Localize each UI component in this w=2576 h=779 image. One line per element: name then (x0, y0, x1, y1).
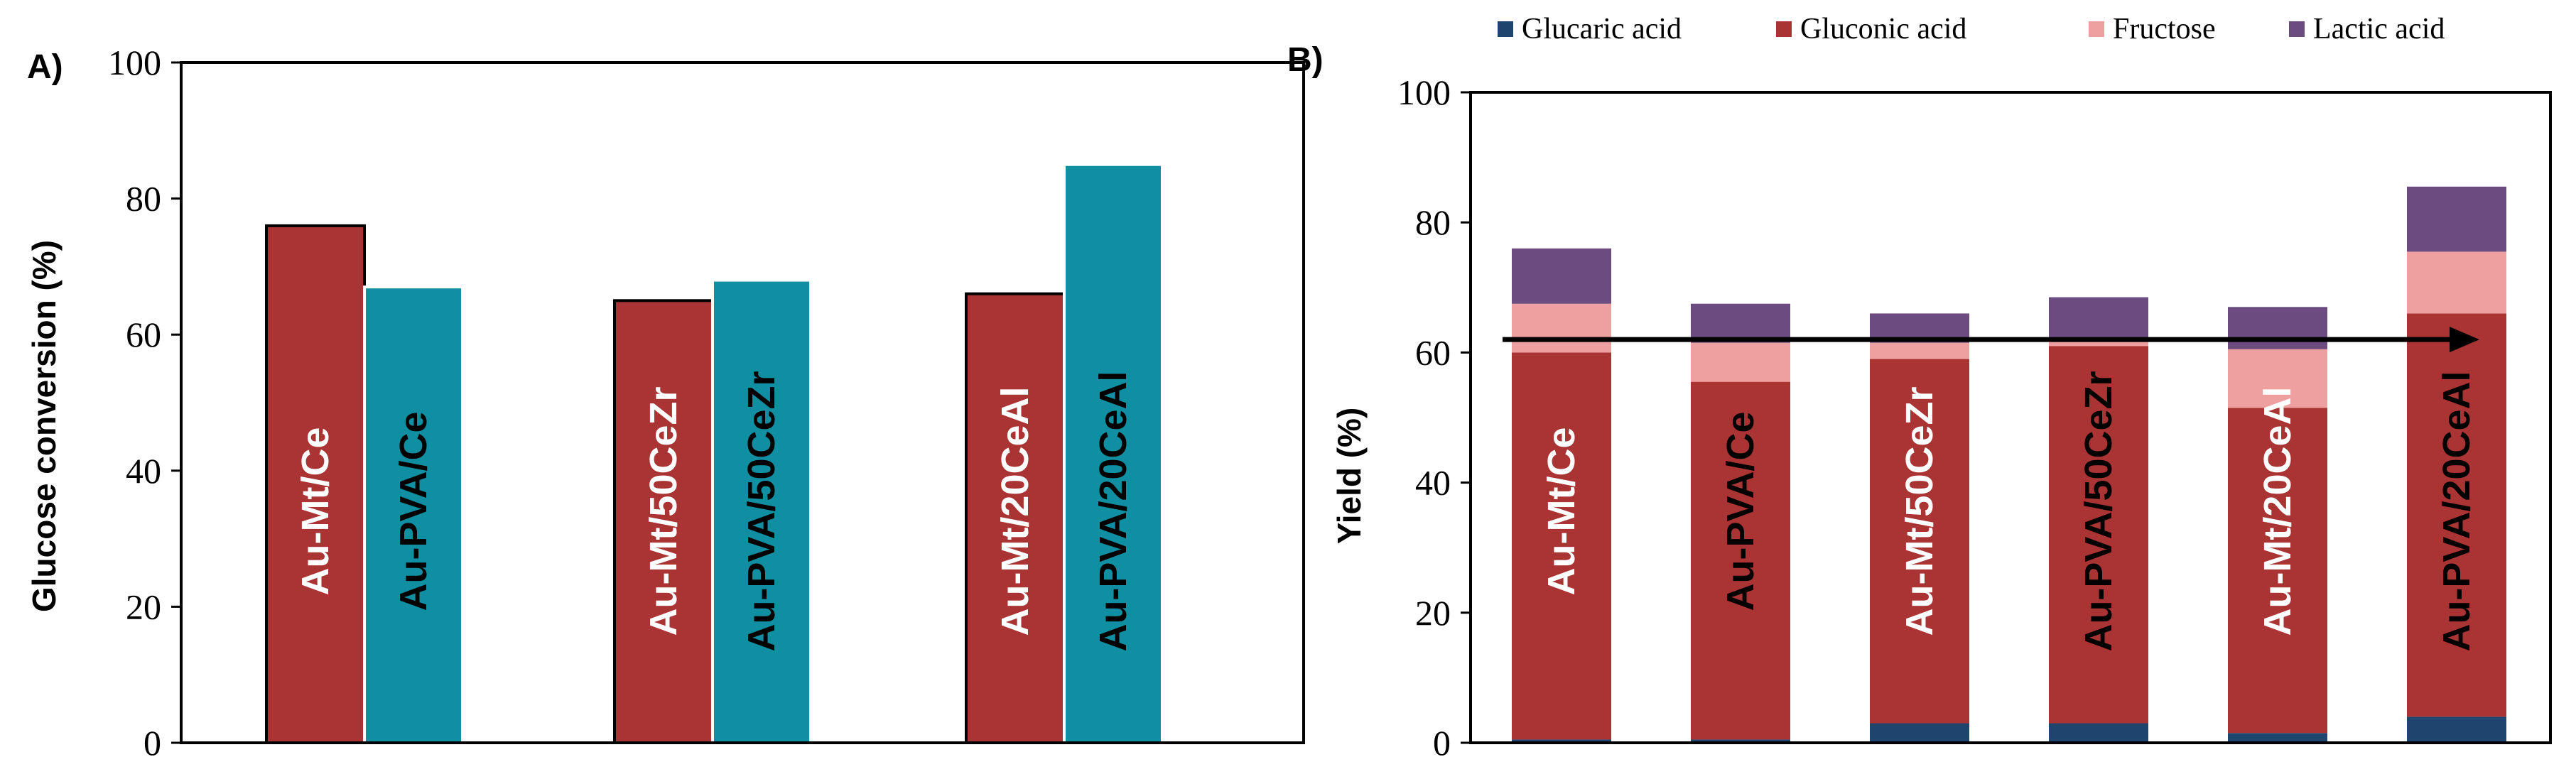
panel-b-bar-segment (2049, 339, 2148, 347)
panel-b-y-tick-label: 100 (1397, 72, 1451, 112)
panel-a-bar-label: Au-PVA/50CeZr (740, 371, 783, 651)
panel-a-bar-label: Au-PVA/20CeAl (1092, 371, 1135, 651)
panel-b-bar-label: Au-Mt/Ce (1540, 427, 1583, 596)
panel-b-bar-segment (2407, 186, 2506, 252)
panel-a-bar (1063, 163, 1164, 744)
panel-a-bar-label: Au-Mt/50CeZr (642, 386, 685, 636)
panel-b-bar-segment (2228, 349, 2327, 408)
panel-a-bar (965, 292, 1066, 745)
legend-swatch (2289, 21, 2305, 37)
panel-b-bar-label: Au-PVA/Ce (1719, 411, 1762, 611)
panel-a-bar-label: Au-Mt/20CeAl (994, 386, 1037, 636)
panel-b-y-tick-label: 80 (1415, 202, 1451, 242)
legend-label: Glucaric acid (1522, 13, 1682, 45)
panel-b-y-tick-label: 20 (1415, 593, 1451, 633)
panel-b-bar-segment (2049, 297, 2148, 340)
panel-b-y-tick-label: 60 (1415, 332, 1451, 372)
panel-a-y-tick-label: 80 (126, 179, 161, 219)
legend-label: Gluconic acid (1800, 13, 1966, 45)
trend-arrow-head (2450, 327, 2479, 353)
legend-swatch (1498, 21, 1513, 37)
panel-a: A) Glucose conversion (%) 0 20 40 60 80 100 A… (26, 43, 1305, 763)
panel-b-legend: Glucaric acid Gluconic acid Fructose Lactic… (1498, 13, 2445, 45)
panel-b-bar-segment (2407, 313, 2506, 717)
panel-b-bar-segment (1870, 723, 1969, 743)
panel-b-bar-segment (2407, 251, 2506, 314)
panel-a-y-tick-label: 40 (126, 451, 161, 491)
panel-b-bar-label: Au-Mt/50CeZr (1898, 386, 1941, 636)
panel-a-y-tick-label: 0 (144, 723, 161, 763)
panel-b-plot-frame (1469, 91, 2552, 744)
panel-b-bar-segment (1512, 739, 1611, 743)
panel-a-y-tick-label: 20 (126, 587, 161, 626)
panel-b-bar-segment (1691, 739, 1790, 743)
panel-b-bar-segment (2228, 307, 2327, 349)
panel-a-bar-label: Au-PVA/Ce (392, 411, 435, 611)
panel-b-bar-segment (1512, 352, 1611, 740)
panel-b-bar-segment (1512, 303, 1611, 353)
legend-label: Fructose (2113, 13, 2216, 45)
panel-a-y-tick-label: 100 (108, 43, 161, 82)
panel-b-bar-segment (1870, 342, 1969, 359)
panel-b-bar-segment (1691, 342, 1790, 382)
panel-b-y-tick-label: 40 (1415, 463, 1451, 503)
legend-label: Lactic acid (2313, 13, 2445, 45)
panel-b-bar-segment (2407, 717, 2506, 743)
panel-b-bar-segment (2228, 408, 2327, 734)
panel-a-bar-label: Au-Mt/Ce (294, 427, 337, 596)
panel-b-bar-segment (1512, 248, 1611, 304)
panel-a-label: A) (27, 48, 63, 86)
panel-b-label: B) (1287, 41, 1324, 79)
panel-b-bar-segment (1870, 359, 1969, 724)
panel-b-bar-label: Au-PVA/50CeZr (2077, 371, 2120, 651)
panel-a-bar (363, 285, 464, 744)
trend-arrow (1503, 327, 2479, 353)
panel-b-bar-segment (1691, 303, 1790, 343)
legend-swatch (1776, 21, 1792, 37)
panel-b-y-axis-label: Yield (%) (1331, 408, 1368, 545)
panel-a-bar (711, 278, 812, 744)
legend-swatch (2089, 21, 2104, 37)
panel-a-plot-frame (180, 61, 1305, 744)
panel-b-bar-label: Au-Mt/20CeAl (2256, 386, 2299, 636)
panel-b: B) Yield (%) Glucaric acid Gluconic acid F… (1287, 13, 2552, 763)
panel-a-y-tick-label: 60 (126, 315, 161, 354)
panel-a-y-axis-label: Glucose conversion (%) (26, 240, 63, 612)
panel-b-bar-segment (1691, 381, 1790, 740)
panel-b-bar-segment (2049, 723, 2148, 743)
panel-b-y-tick-label: 0 (1433, 723, 1451, 763)
panel-b-bar-label: Au-PVA/20CeAl (2435, 371, 2478, 651)
panel-b-bar-segment (2049, 346, 2148, 724)
panel-b-bar-segment (2228, 733, 2327, 743)
